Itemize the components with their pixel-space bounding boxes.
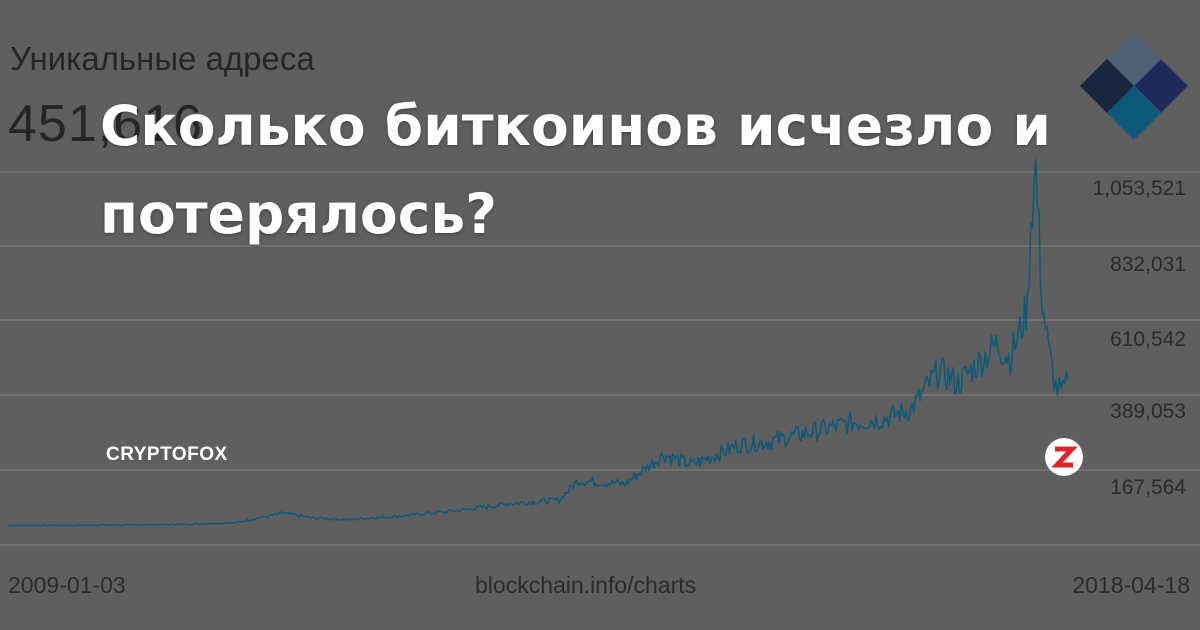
y-tick-label: 610,542 [1110, 328, 1186, 351]
x-axis-end-label: 2018-04-18 [1072, 572, 1190, 598]
zen-badge-icon [1045, 438, 1083, 476]
x-axis-start-label: 2009-01-03 [8, 572, 126, 598]
headline-line-2: потерялось? [100, 182, 498, 246]
y-tick-label: 832,031 [1110, 253, 1186, 276]
y-tick-label: 167,564 [1110, 476, 1186, 499]
series-line [7, 159, 1069, 527]
chart-big-value: 451,616 [8, 95, 203, 153]
y-tick-label: 389,053 [1110, 400, 1186, 423]
chart-grid [0, 171, 1200, 546]
watermark: CRYPTOFOX [106, 444, 228, 465]
headline-line-1: Сколько биткоинов исчезло и [100, 94, 1051, 158]
headline: Сколько биткоинов исчезло и потерялось? [100, 82, 1100, 258]
source-label: blockchain.info/charts [475, 572, 697, 598]
chart-series [7, 159, 1069, 527]
diamond-logo-icon [1080, 32, 1188, 140]
y-tick-label: 1,053,521 [1092, 177, 1186, 200]
chart-title: Уникальные адреса [10, 40, 315, 77]
